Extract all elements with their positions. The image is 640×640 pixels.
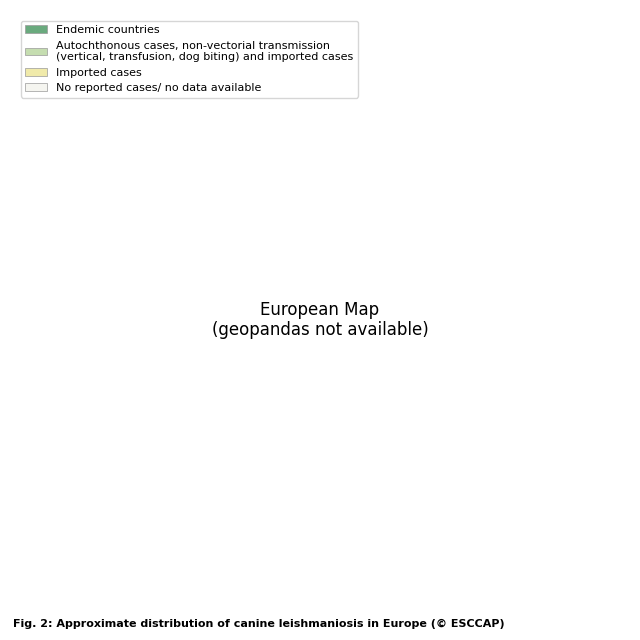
Text: Fig. 2: Approximate distribution of canine leishmaniosis in Europe (© ESCCAP): Fig. 2: Approximate distribution of cani…: [13, 619, 504, 629]
Legend: Endemic countries, Autochthonous cases, non-vectorial transmission
(vertical, tr: Endemic countries, Autochthonous cases, …: [20, 20, 358, 98]
Text: European Map
(geopandas not available): European Map (geopandas not available): [212, 301, 428, 339]
